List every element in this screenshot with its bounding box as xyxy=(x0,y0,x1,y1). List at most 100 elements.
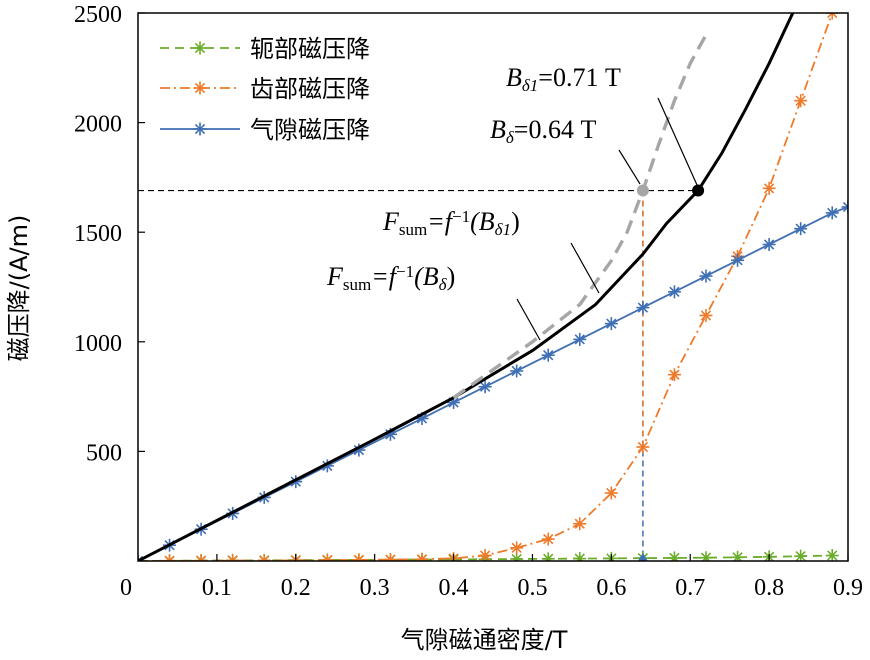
legend-swatch-marker xyxy=(193,81,207,95)
point-tooth xyxy=(667,368,681,382)
point-airgap xyxy=(478,380,492,394)
marker-stroke xyxy=(576,553,585,561)
point-b-delta1 xyxy=(692,184,705,197)
point-tooth xyxy=(541,532,555,546)
marker-stroke xyxy=(795,223,806,234)
y-tick-label: 2000 xyxy=(74,112,122,138)
point-tooth xyxy=(699,308,713,322)
legend-label: 气隙磁压降 xyxy=(250,116,370,144)
point-airgap xyxy=(667,285,681,299)
anno-part: −1 xyxy=(452,207,470,226)
marker-stroke xyxy=(416,413,428,424)
x-tick-label: 0.4 xyxy=(439,575,469,601)
marker-stroke xyxy=(543,350,554,361)
point-tooth xyxy=(604,486,618,500)
anno-part: F xyxy=(382,207,400,236)
point-airgap xyxy=(794,222,808,236)
marker-stroke xyxy=(763,239,775,250)
leader-curve-b-delta1 xyxy=(570,242,600,294)
marker-stroke xyxy=(448,397,459,408)
marker-stroke xyxy=(842,201,848,209)
point-airgap xyxy=(841,200,848,214)
axes-layer: 0 0.1 0.2 0.3 0.4 0.5 0.6 0.7 0.8 0.9 500 1000 1500 2… xyxy=(74,2,863,601)
point-airgap xyxy=(699,269,713,283)
point-tooth xyxy=(383,553,397,561)
marker-stroke xyxy=(606,487,617,499)
y-tick-label: 2500 xyxy=(74,2,122,28)
point-tooth xyxy=(352,553,366,561)
point-tooth xyxy=(762,181,776,195)
marker-stroke xyxy=(574,518,585,529)
x-axis-title: 气隙磁通密度/T xyxy=(401,626,568,654)
anno-part: −1 xyxy=(396,262,414,281)
anno-part: δ xyxy=(506,128,515,147)
point-tooth xyxy=(478,549,492,561)
marker-stroke xyxy=(387,554,396,561)
marker-stroke xyxy=(669,369,680,380)
label-curve-b-delta: Fsum=f−1(Bδ) xyxy=(326,262,455,294)
anno-part: =f xyxy=(427,207,456,236)
anno-part: B xyxy=(506,63,522,92)
point-b-delta xyxy=(636,184,649,197)
legend-label: 齿部磁压降 xyxy=(250,75,370,103)
marker-stroke xyxy=(194,123,206,135)
point-axis-marker xyxy=(637,553,648,561)
anno-part: δ xyxy=(439,275,448,294)
anno-part: (B xyxy=(470,207,495,236)
points-layer xyxy=(636,184,705,561)
anno-part: ) xyxy=(511,207,520,236)
legend-label: 轭部磁压降 xyxy=(250,35,370,63)
marker-stroke xyxy=(511,365,522,377)
x-tick-label: 0.8 xyxy=(754,575,784,601)
leader-curve-b-delta xyxy=(516,298,541,341)
marker-stroke xyxy=(194,42,206,54)
marker-stroke xyxy=(544,553,554,561)
marker-stroke xyxy=(831,13,838,19)
marker-stroke xyxy=(511,542,522,554)
marker-stroke xyxy=(543,533,554,545)
label-b-delta1: Bδ1=0.71 T xyxy=(506,63,621,95)
series-line-tooth xyxy=(138,13,834,561)
y-tick-label: 500 xyxy=(86,440,122,466)
curves-layer xyxy=(138,13,795,561)
point-yoke xyxy=(731,550,745,561)
marker-stroke xyxy=(827,550,838,561)
point-airgap xyxy=(825,206,839,220)
point-yoke xyxy=(541,552,555,561)
point-tooth xyxy=(573,517,587,531)
marker-stroke xyxy=(842,205,848,213)
point-airgap xyxy=(604,317,618,331)
anno-part: ) xyxy=(447,262,456,291)
point-airgap xyxy=(731,253,745,267)
legend-item-tooth: 齿部磁压降 xyxy=(160,75,370,103)
point-airgap xyxy=(289,475,303,489)
anno-part: =0.64 T xyxy=(514,115,597,144)
x-tick-label: 0.5 xyxy=(517,575,547,601)
anno-part: sum xyxy=(343,275,371,294)
anno-part: δ1 xyxy=(522,76,538,95)
point-yoke xyxy=(699,551,713,561)
marker-stroke xyxy=(637,302,649,313)
x-tick-label: 0.7 xyxy=(675,575,705,601)
x-tick-label: 0.9 xyxy=(833,575,863,601)
point-tooth xyxy=(636,440,650,454)
point-yoke xyxy=(825,549,839,561)
anno-part: =f xyxy=(371,262,400,291)
anno-part: δ1 xyxy=(495,220,511,239)
annotations-layer: Bδ1=0.71 TBδ=0.64 TFsum=f−1(Bδ1)Fsum=f−1… xyxy=(326,63,698,341)
y-tick-label: 1500 xyxy=(74,221,122,247)
x-tick-label: 0 xyxy=(120,575,132,601)
point-airgap xyxy=(636,301,650,315)
point-airgap xyxy=(573,332,587,346)
legend-item-airgap: 气隙磁压降 xyxy=(160,116,370,144)
point-yoke xyxy=(510,552,524,561)
leader-b-delta1 xyxy=(657,97,698,186)
label-b-delta: Bδ=0.64 T xyxy=(490,115,596,147)
anno-part: sum xyxy=(399,220,427,239)
anno-part: =0.71 T xyxy=(538,63,621,92)
x-tick-label: 0.6 xyxy=(596,575,626,601)
marker-stroke xyxy=(479,550,491,561)
marker-stroke xyxy=(574,334,585,345)
